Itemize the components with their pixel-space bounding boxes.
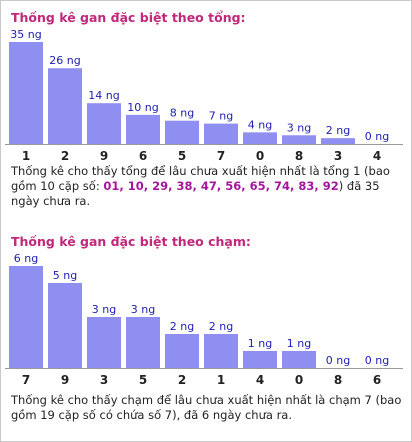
bar-3: [321, 138, 355, 144]
chart-title-total: Thống kê gan đặc biệt theo tổng:: [11, 10, 246, 25]
bar-0: [282, 351, 316, 368]
bar-4: [243, 351, 277, 368]
category-label-0: 0: [295, 373, 303, 387]
value-label-9: 5 ng: [53, 269, 77, 282]
category-label-8: 8: [295, 149, 303, 163]
value-label-3: 2 ng: [326, 124, 350, 137]
category-label-9: 9: [100, 149, 108, 163]
value-label-6: 0 ng: [365, 354, 389, 367]
value-label-9: 14 ng: [88, 89, 119, 102]
category-label-5: 5: [178, 149, 186, 163]
value-label-1: 2 ng: [209, 320, 233, 333]
bar-chart-total: 35 ng 1 26 ng 2 14 ng 9 10 ng 6 8 ng 5 7 ng 7 4 ng 0 3…: [5, 28, 403, 163]
category-label-7: 7: [217, 149, 225, 163]
category-label-3: 3: [334, 149, 342, 163]
bar-2: [48, 68, 82, 144]
bar-5: [165, 120, 199, 144]
bar-1: [204, 334, 238, 368]
category-label-9: 9: [61, 373, 69, 387]
category-label-5: 5: [139, 373, 147, 387]
value-label-4: 0 ng: [365, 130, 389, 143]
category-label-1: 1: [217, 373, 225, 387]
category-label-0: 0: [256, 149, 264, 163]
description-total-text-before: Thống kê cho thấy tổng để lâu chưa xuất …: [11, 164, 390, 193]
bar-9: [48, 283, 82, 368]
value-label-7: 6 ng: [14, 252, 38, 265]
category-label-6: 6: [373, 373, 381, 387]
category-label-4: 4: [256, 373, 264, 387]
description-total: Thống kê cho thấy tổng để lâu chưa xuất …: [11, 164, 406, 209]
category-label-3: 3: [100, 373, 108, 387]
category-label-6: 6: [139, 149, 147, 163]
value-label-6: 10 ng: [127, 101, 158, 114]
bar-0: [243, 132, 277, 144]
value-label-8: 0 ng: [326, 354, 350, 367]
description-digit: Thống kê cho thấy chạm để lâu chưa xuất …: [11, 393, 406, 423]
value-label-5: 3 ng: [131, 303, 155, 316]
value-label-1: 35 ng: [10, 28, 41, 41]
value-label-0: 4 ng: [248, 118, 272, 131]
bar-5: [126, 317, 160, 368]
category-label-2: 2: [178, 373, 186, 387]
value-label-4: 1 ng: [248, 337, 272, 350]
bar-6: [126, 114, 160, 144]
value-label-5: 8 ng: [170, 107, 194, 120]
description-total-pairs: 01, 10, 29, 38, 47, 56, 65, 74, 83, 92: [103, 179, 339, 193]
description-digit-text: Thống kê cho thấy chạm để lâu chưa xuất …: [11, 393, 402, 422]
value-label-2: 26 ng: [49, 54, 80, 67]
category-label-7: 7: [22, 373, 30, 387]
bar-chart-digit: 6 ng 7 5 ng 9 3 ng 3 3 ng 5 2 ng 2 2 ng 1 1 ng 4 1 ng 0…: [5, 252, 403, 387]
value-label-7: 7 ng: [209, 110, 233, 123]
category-label-2: 2: [61, 149, 69, 163]
value-label-0: 1 ng: [287, 337, 311, 350]
bar-1: [9, 42, 43, 144]
value-label-8: 3 ng: [287, 121, 311, 134]
category-label-4: 4: [373, 149, 381, 163]
bar-7: [204, 123, 238, 144]
value-label-3: 3 ng: [92, 303, 116, 316]
bar-2: [165, 334, 199, 368]
category-label-8: 8: [334, 373, 342, 387]
bar-3: [87, 317, 121, 368]
description-total-text-after: ) đã 35 ngày chưa ra.: [11, 179, 380, 208]
chart-title-digit: Thống kê gan đặc biệt theo chạm:: [11, 234, 251, 249]
bar-8: [282, 135, 316, 144]
value-label-2: 2 ng: [170, 320, 194, 333]
category-label-1: 1: [22, 149, 30, 163]
bar-9: [87, 103, 121, 144]
bar-7: [9, 266, 43, 368]
